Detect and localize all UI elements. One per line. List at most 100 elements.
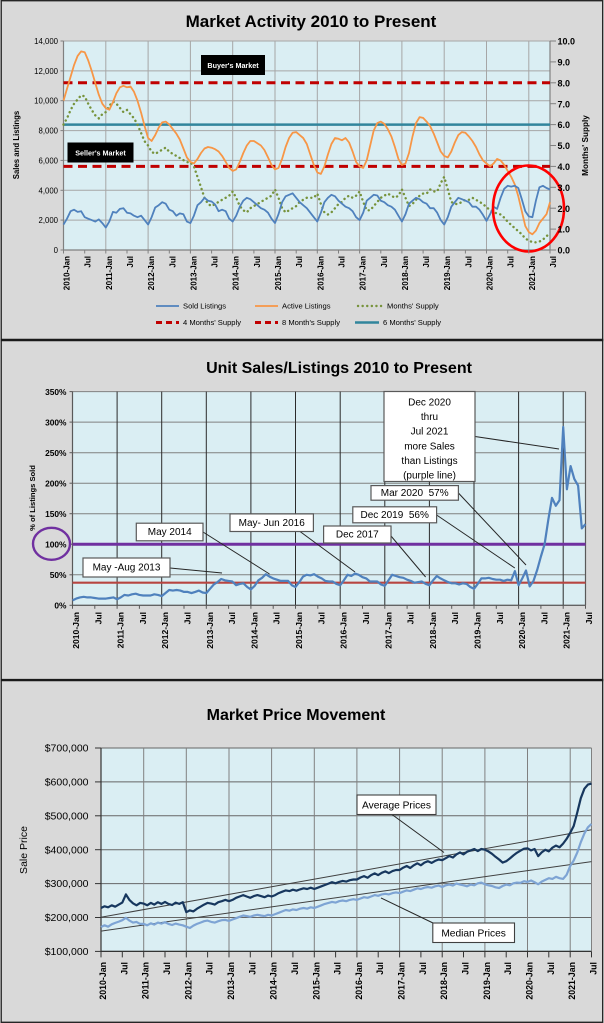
svg-text:Jul: Jul [546, 962, 556, 975]
svg-text:5.0: 5.0 [558, 141, 571, 151]
svg-text:2019-Jan: 2019-Jan [482, 962, 492, 1000]
svg-text:$100,000: $100,000 [45, 946, 89, 958]
svg-text:4 Months' Supply: 4 Months' Supply [183, 318, 241, 327]
svg-text:Active Listings: Active Listings [282, 302, 331, 311]
svg-text:Months' Supply: Months' Supply [387, 302, 439, 311]
svg-text:May- Jun 2016: May- Jun 2016 [239, 518, 306, 529]
svg-text:$400,000: $400,000 [45, 844, 89, 856]
svg-text:Jul: Jul [549, 256, 558, 268]
svg-text:2020-Jan: 2020-Jan [486, 256, 495, 290]
svg-text:2015-Jan: 2015-Jan [311, 962, 321, 1000]
svg-text:2018-Jan: 2018-Jan [439, 962, 449, 1000]
svg-text:200%: 200% [45, 478, 67, 488]
svg-text:Jul: Jul [211, 256, 220, 268]
svg-text:Jul: Jul [138, 612, 148, 624]
svg-text:Unit Sales/Listings 2010 to Pr: Unit Sales/Listings 2010 to Present [206, 360, 473, 377]
svg-text:8.0: 8.0 [558, 78, 571, 88]
svg-text:2015-Jan: 2015-Jan [274, 256, 283, 290]
svg-text:(purple line): (purple line) [403, 471, 456, 482]
svg-text:$700,000: $700,000 [45, 743, 89, 755]
svg-text:10,000: 10,000 [34, 97, 59, 106]
svg-text:Jul: Jul [253, 256, 262, 268]
svg-text:4,000: 4,000 [38, 186, 58, 195]
svg-text:0.0: 0.0 [558, 246, 571, 256]
svg-text:10.0: 10.0 [558, 37, 576, 47]
svg-text:2021-Jan: 2021-Jan [528, 256, 537, 290]
svg-text:Sale Price: Sale Price [18, 826, 30, 874]
svg-text:2017-Jan: 2017-Jan [397, 962, 407, 1000]
svg-text:2021-Jan: 2021-Jan [567, 962, 577, 1000]
svg-text:100%: 100% [45, 539, 67, 549]
svg-text:1.0: 1.0 [558, 225, 571, 235]
svg-text:Jul: Jul [247, 962, 257, 975]
svg-text:4.0: 4.0 [558, 162, 571, 172]
svg-text:Jul: Jul [503, 962, 513, 975]
svg-text:Jul: Jul [539, 612, 549, 624]
svg-text:than Listings: than Listings [401, 456, 457, 467]
svg-text:50%: 50% [50, 570, 67, 580]
svg-text:Jul: Jul [119, 962, 129, 975]
svg-text:Jul: Jul [464, 256, 473, 268]
svg-text:2020-Jan: 2020-Jan [525, 962, 535, 1000]
svg-text:Jul: Jul [589, 962, 599, 975]
svg-text:350%: 350% [45, 387, 67, 397]
svg-text:2.0: 2.0 [558, 204, 571, 214]
svg-text:8,000: 8,000 [38, 127, 58, 136]
svg-text:Dec 2019 56%: Dec 2019 56% [361, 510, 429, 521]
svg-text:Jul: Jul [168, 256, 177, 268]
svg-text:2013-Jan: 2013-Jan [189, 256, 198, 290]
svg-text:2021-Jan: 2021-Jan [562, 612, 572, 649]
svg-text:2018-Jan: 2018-Jan [428, 612, 438, 649]
svg-text:14,000: 14,000 [34, 37, 59, 46]
svg-text:Jul: Jul [375, 962, 385, 975]
svg-text:Jul: Jul [93, 612, 103, 624]
svg-text:Jul: Jul [495, 612, 505, 624]
svg-text:2018-Jan: 2018-Jan [401, 256, 410, 290]
svg-text:2020-Jan: 2020-Jan [517, 612, 527, 649]
svg-text:Jul: Jul [227, 612, 237, 624]
svg-text:2019-Jan: 2019-Jan [443, 256, 452, 290]
svg-text:2017-Jan: 2017-Jan [383, 612, 393, 649]
svg-text:2011-Jan: 2011-Jan [116, 612, 126, 648]
svg-text:Dec 2017: Dec 2017 [336, 530, 379, 541]
svg-text:150%: 150% [45, 509, 67, 519]
svg-text:Seller's Market: Seller's Market [75, 149, 126, 158]
svg-text:2013-Jan: 2013-Jan [205, 612, 215, 649]
svg-text:12,000: 12,000 [34, 67, 59, 76]
svg-text:0%: 0% [54, 601, 67, 611]
svg-text:Sold Listings: Sold Listings [183, 302, 226, 311]
svg-text:2015-Jan: 2015-Jan [294, 612, 304, 649]
svg-text:Jul: Jul [461, 962, 471, 975]
svg-text:Jul: Jul [406, 612, 416, 624]
svg-text:2010-Jan: 2010-Jan [98, 962, 108, 1000]
svg-text:Jul: Jul [290, 962, 300, 975]
svg-text:Jul: Jul [205, 962, 215, 975]
svg-text:% of Listings Sold: % of Listings Sold [28, 465, 37, 531]
svg-text:Jul: Jul [418, 962, 428, 975]
svg-text:6.0: 6.0 [558, 120, 571, 130]
svg-text:Jul: Jul [183, 612, 193, 624]
svg-text:Jul: Jul [333, 962, 343, 975]
svg-text:Mar 2020 57%: Mar 2020 57% [381, 488, 449, 499]
svg-text:$200,000: $200,000 [45, 912, 89, 924]
svg-text:Jul: Jul [338, 256, 347, 268]
svg-text:2014-Jan: 2014-Jan [269, 962, 279, 1000]
svg-text:Jul: Jul [126, 256, 135, 268]
svg-text:2012-Jan: 2012-Jan [147, 256, 156, 290]
svg-text:Jul: Jul [295, 256, 304, 268]
svg-text:300%: 300% [45, 417, 67, 427]
svg-text:Jul 2021: Jul 2021 [411, 427, 449, 438]
svg-text:2016-Jan: 2016-Jan [354, 962, 364, 1000]
svg-text:$300,000: $300,000 [45, 878, 89, 890]
svg-text:2016-Jan: 2016-Jan [339, 612, 349, 649]
svg-text:thru: thru [421, 412, 438, 423]
svg-text:Jul: Jul [316, 612, 326, 624]
svg-text:7.0: 7.0 [558, 99, 571, 109]
svg-text:2013-Jan: 2013-Jan [226, 962, 236, 1000]
svg-text:2012-Jan: 2012-Jan [183, 962, 193, 1000]
svg-text:2012-Jan: 2012-Jan [160, 612, 170, 649]
svg-text:Jul: Jul [272, 612, 282, 624]
svg-text:2011-Jan: 2011-Jan [105, 256, 114, 290]
svg-text:Average Prices: Average Prices [362, 801, 431, 812]
svg-text:Months' Supply: Months' Supply [581, 115, 590, 176]
